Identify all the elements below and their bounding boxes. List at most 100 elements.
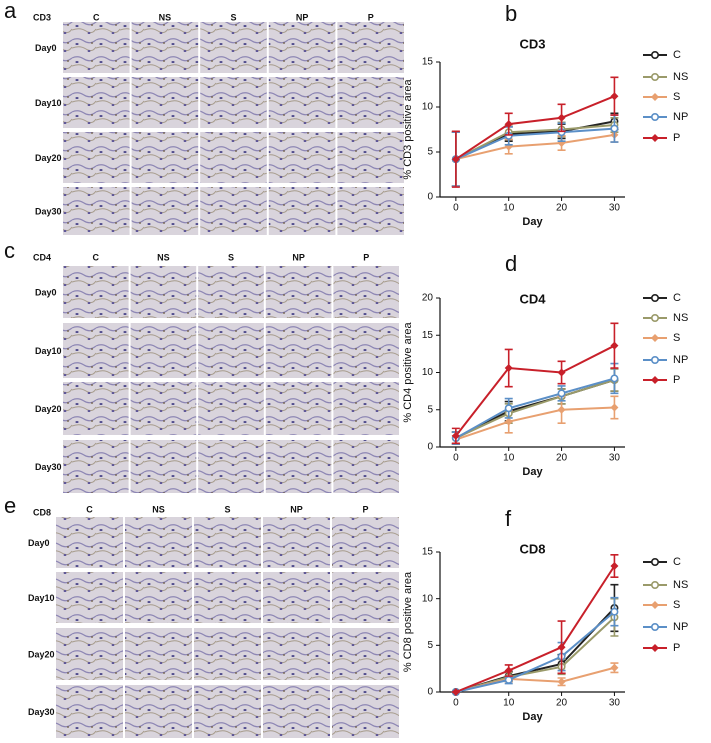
data-point <box>610 341 619 350</box>
y-tick-label: 0 <box>427 687 433 698</box>
y-tick-label: 20 <box>422 293 434 304</box>
legend-marker <box>650 50 659 59</box>
micrograph <box>265 266 332 318</box>
row-label: Day30 <box>35 462 62 472</box>
row-label: Day0 <box>35 43 57 53</box>
y-tick-label: 5 <box>427 404 433 415</box>
data-point <box>504 404 513 413</box>
legend-marker <box>651 376 659 384</box>
legend-label: S <box>673 332 680 344</box>
micrograph <box>337 22 404 73</box>
micrograph <box>63 22 130 73</box>
micrograph <box>333 440 399 493</box>
series-line <box>455 344 615 437</box>
row-label: Day30 <box>35 206 62 216</box>
x-tick-label: 20 <box>556 453 568 464</box>
row-label: Day0 <box>35 287 57 297</box>
y-tick-label: 10 <box>422 102 434 113</box>
row-label: Day10 <box>35 346 62 356</box>
micrograph <box>131 77 199 128</box>
micrograph <box>63 266 129 318</box>
row-label: Day10 <box>28 593 55 603</box>
x-tick-label: 0 <box>453 698 459 709</box>
x-tick-label: 0 <box>453 453 459 464</box>
y-tick-label: 0 <box>427 192 433 203</box>
micrograph <box>130 382 197 435</box>
column-header: P <box>363 252 369 262</box>
legend-marker <box>651 334 659 342</box>
x-tick-label: 20 <box>556 698 568 709</box>
micrograph <box>56 628 123 680</box>
micrograph <box>130 266 197 318</box>
legend-marker <box>650 355 659 364</box>
data-point <box>557 643 566 652</box>
column-header: P <box>362 504 368 514</box>
micrograph <box>63 132 130 183</box>
data-point <box>504 364 513 373</box>
data-point <box>610 374 619 383</box>
column-header: NP <box>292 252 305 262</box>
micrograph <box>263 628 330 680</box>
row-label: Day30 <box>28 707 55 717</box>
data-point <box>610 607 619 616</box>
row-label: Day20 <box>28 649 55 659</box>
panel-letter: b <box>505 1 517 26</box>
data-point <box>557 389 566 398</box>
legend-marker <box>651 601 659 609</box>
data-point <box>451 688 460 696</box>
x-tick-label: 30 <box>609 203 621 214</box>
micrograph <box>198 323 264 378</box>
y-tick-label: 15 <box>422 547 434 558</box>
series-line <box>455 565 616 693</box>
micrograph <box>268 132 336 183</box>
column-header: S <box>224 504 230 514</box>
micrograph <box>333 266 399 318</box>
micrograph <box>268 22 336 73</box>
legend-marker <box>650 580 659 589</box>
data-point <box>504 417 513 426</box>
column-header: NP <box>296 12 309 22</box>
series-line <box>455 406 615 441</box>
micrograph <box>200 77 267 128</box>
micrograph <box>125 572 192 623</box>
data-point <box>557 113 566 122</box>
legend-label: S <box>673 91 680 103</box>
y-tick-label: 10 <box>422 593 434 604</box>
legend-label: C <box>673 556 681 568</box>
y-tick-label: 10 <box>422 367 434 378</box>
legend-label: P <box>673 374 680 386</box>
chart-title: CD3 <box>519 36 545 51</box>
column-header: P <box>368 12 374 22</box>
panel-marker: CD8 <box>33 507 51 517</box>
row-label: Day20 <box>35 153 62 163</box>
micrograph <box>337 187 404 235</box>
micrograph <box>63 382 129 435</box>
row-label: Day10 <box>35 98 62 108</box>
data-point <box>504 675 513 684</box>
legend-marker <box>650 113 659 122</box>
x-axis-label: Day <box>522 711 543 723</box>
micrograph <box>130 440 197 493</box>
legend-marker <box>650 313 659 322</box>
legend-marker <box>650 293 659 302</box>
y-axis-label: % CD3 positive area <box>402 78 414 179</box>
legend-label: NS <box>673 312 688 324</box>
legend-label: S <box>673 599 680 611</box>
y-tick-label: 5 <box>427 640 433 651</box>
panel-marker: CD3 <box>33 12 51 22</box>
micrograph <box>332 685 399 738</box>
series-line <box>455 133 615 161</box>
column-header: NS <box>159 12 172 22</box>
micrograph <box>56 517 123 568</box>
x-tick-label: 30 <box>609 698 621 709</box>
data-point <box>557 677 566 686</box>
row-label: Day20 <box>35 404 62 414</box>
panel-letter: d <box>505 251 517 276</box>
micrograph <box>131 22 199 73</box>
micrograph <box>333 382 399 435</box>
data-point <box>557 368 566 377</box>
micrograph <box>198 440 264 493</box>
micrograph <box>263 572 330 623</box>
micrograph <box>194 517 261 568</box>
